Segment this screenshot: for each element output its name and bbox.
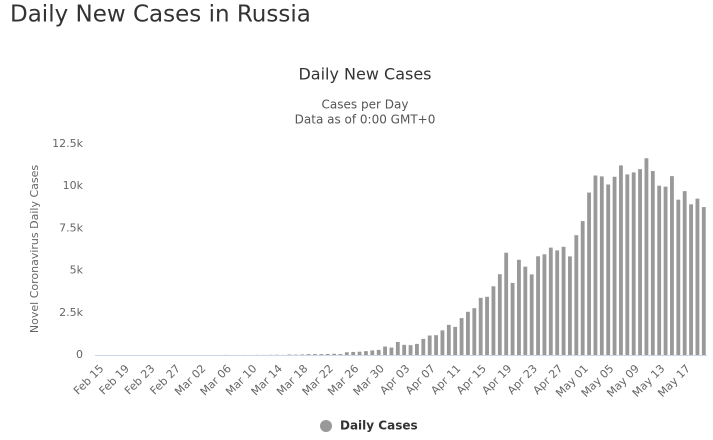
bar xyxy=(307,354,311,355)
bar xyxy=(364,351,368,355)
bar xyxy=(536,256,540,355)
bar xyxy=(441,330,445,355)
bar xyxy=(581,221,585,355)
bar xyxy=(625,174,629,355)
bar xyxy=(332,354,336,355)
page-title: Daily New Cases in Russia xyxy=(10,2,311,28)
bar xyxy=(511,283,515,355)
bar xyxy=(453,327,457,355)
y-tick-label: 7.5k xyxy=(59,221,83,234)
bar xyxy=(479,298,483,355)
bar xyxy=(587,193,591,355)
bar xyxy=(370,350,374,355)
y-tick-label: 12.5k xyxy=(52,137,83,150)
bar xyxy=(645,158,649,355)
bar xyxy=(664,187,668,355)
bar xyxy=(339,354,343,355)
bar xyxy=(288,354,292,355)
bar xyxy=(313,354,317,355)
chart-subtitle: Data as of 0:00 GMT+0 xyxy=(295,113,436,127)
bar xyxy=(504,253,508,355)
chart-title: Daily New Cases xyxy=(298,65,431,84)
bar xyxy=(421,339,425,355)
bar xyxy=(485,297,489,355)
bar xyxy=(702,207,706,355)
bar xyxy=(619,165,623,355)
bar xyxy=(638,169,642,355)
bar xyxy=(498,274,502,355)
bar xyxy=(651,171,655,355)
bar xyxy=(676,200,680,355)
bar xyxy=(568,256,572,355)
bar xyxy=(415,344,419,355)
bar xyxy=(492,286,496,355)
bar xyxy=(696,199,700,355)
bar xyxy=(549,248,553,355)
bar xyxy=(670,176,674,355)
legend-marker xyxy=(320,420,332,432)
chart-subtitle: Cases per Day xyxy=(322,98,409,112)
bar xyxy=(613,177,617,355)
bar xyxy=(606,184,610,355)
bar xyxy=(434,335,438,355)
bar xyxy=(300,354,304,355)
bar xyxy=(523,267,527,355)
bar xyxy=(543,254,547,355)
y-tick-label: 10k xyxy=(63,179,84,192)
y-axis-label: Novel Coronavirus Daily Cases xyxy=(28,165,41,333)
bar xyxy=(428,336,432,355)
bar xyxy=(594,176,598,355)
bar xyxy=(377,350,381,355)
bar xyxy=(351,352,355,355)
bar xyxy=(600,176,604,355)
bar xyxy=(345,352,349,355)
bar xyxy=(402,345,406,355)
y-tick-label: 5k xyxy=(70,264,84,277)
bar xyxy=(472,308,476,355)
legend-label: Daily Cases xyxy=(340,419,418,433)
bar xyxy=(358,352,362,355)
bar xyxy=(574,235,578,355)
bar xyxy=(383,347,387,355)
bar xyxy=(447,325,451,355)
bar xyxy=(319,354,323,355)
bar xyxy=(409,345,413,355)
y-tick-label: 0 xyxy=(76,348,83,361)
y-tick-label: 2.5k xyxy=(59,306,83,319)
bar xyxy=(657,186,661,355)
bar xyxy=(466,312,470,355)
bar xyxy=(326,354,330,355)
bar xyxy=(632,172,636,355)
bar xyxy=(562,247,566,355)
bar xyxy=(460,318,464,355)
bar xyxy=(517,260,521,355)
bar xyxy=(683,191,687,355)
bar xyxy=(396,342,400,355)
bar xyxy=(530,274,534,355)
bar xyxy=(390,348,394,355)
bar xyxy=(689,204,693,355)
bar xyxy=(555,250,559,355)
